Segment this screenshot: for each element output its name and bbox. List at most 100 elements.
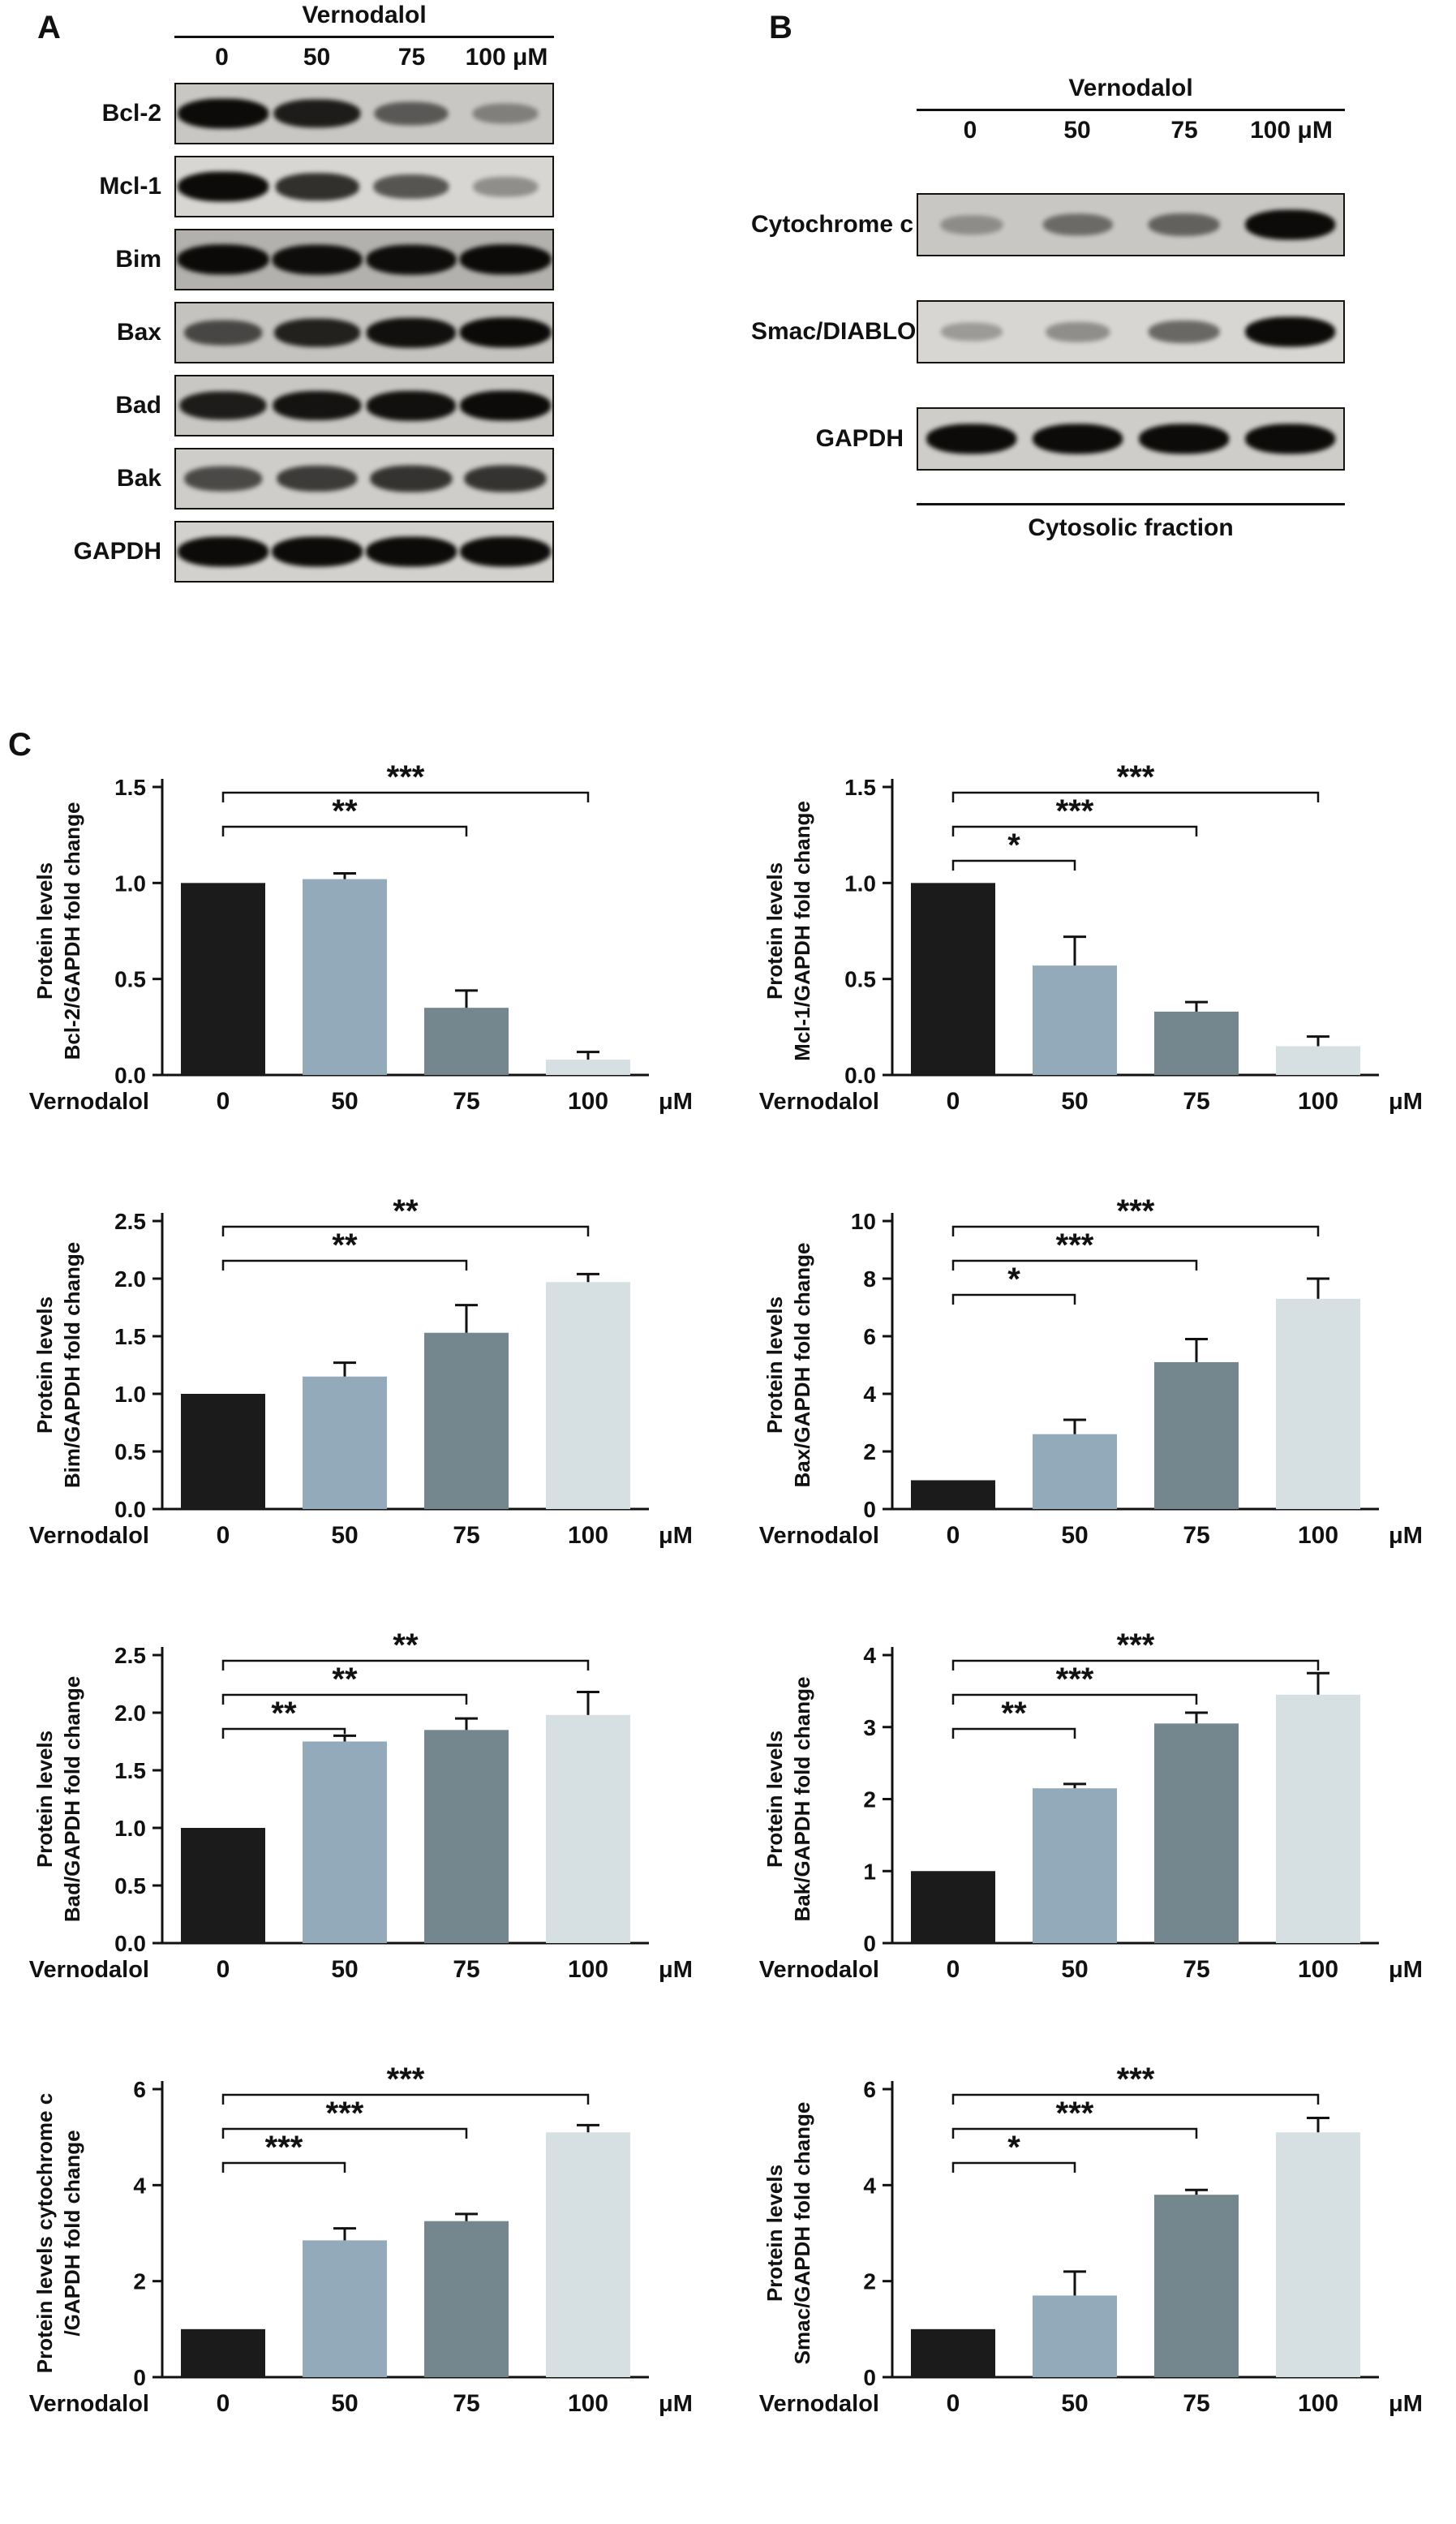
dose-label: 50 (1063, 117, 1091, 144)
x-tick-label: 0 (217, 1522, 230, 1549)
significance-bracket (221, 2127, 468, 2139)
y-tick-label: 2 (863, 2269, 876, 2294)
x-tick-label: 75 (1183, 1956, 1209, 1983)
x-tick-label: 100 (1298, 1956, 1338, 1983)
significance-bracket (951, 1727, 1076, 1739)
blot-row: Bim (0, 229, 554, 290)
y-tick-label: 4 (133, 2173, 146, 2198)
y-tick-label: 2.5 (114, 1209, 146, 1234)
x-tick-label: 75 (1183, 1088, 1209, 1115)
y-tick-label: 0.5 (114, 1873, 146, 1898)
bar (911, 883, 995, 1075)
significance-stars: * (1007, 1262, 1020, 1297)
bar (1276, 2132, 1360, 2377)
significance-bracket (221, 1259, 468, 1271)
x-axis-title: Vernodalol (759, 2391, 879, 2417)
blot-row: Bax (0, 302, 554, 363)
y-tick-label: 4 (863, 1643, 876, 1668)
blot-band (273, 390, 362, 421)
chart-smac: Protein levels Smac/GAPDH fold change 0 2 4 6… (754, 2053, 1428, 2458)
significance-bracket (951, 1659, 1320, 1670)
bar (546, 2132, 630, 2377)
y-axis-label-line2: Bim/GAPDH fold change (60, 1242, 84, 1488)
significance-stars: *** (1056, 1228, 1094, 1263)
significance-stars: *** (387, 759, 425, 795)
panel-b-dose-row: 0 50 75 100 μM (917, 117, 1345, 144)
y-tick-label: 1.0 (114, 1382, 146, 1407)
y-axis-label-line1: Protein levels (762, 862, 787, 1000)
x-axis-unit: μM (1389, 1957, 1423, 1983)
y-tick-label: 10 (851, 1209, 876, 1234)
blot-band (1042, 213, 1113, 236)
x-axis-unit: μM (659, 1089, 693, 1115)
bar-chart: Protein levels Bax/GAPDH fold change 0 2 4 6 8… (759, 1193, 1423, 1549)
bar-chart: Protein levels Bim/GAPDH fold change 0.0 0.… (29, 1193, 693, 1549)
blot-band (926, 424, 1017, 454)
blot-box (917, 407, 1345, 471)
panel-a-dose-row: 0 50 75 100 μM (174, 44, 554, 71)
blot-row-label: Bcl-2 (101, 100, 161, 127)
bar (911, 1480, 995, 1509)
y-tick-label: 1.0 (114, 1816, 146, 1841)
significance-bracket (951, 791, 1320, 802)
significance-stars: ** (332, 793, 358, 829)
bar (303, 1376, 387, 1509)
significance-stars: ** (393, 1193, 419, 1229)
y-tick-label: 8 (863, 1266, 876, 1292)
blot-box (174, 448, 554, 510)
y-tick-label: 1.5 (114, 1324, 146, 1349)
x-tick-label: 50 (1061, 1522, 1088, 1549)
x-axis-title: Vernodalol (29, 1523, 149, 1549)
blot-row: GAPDH (0, 521, 554, 583)
significance-bracket (221, 825, 468, 836)
significance-bracket (221, 1225, 590, 1236)
y-tick-label: 1.0 (844, 871, 876, 896)
y-tick-label: 0.5 (844, 967, 876, 992)
significance-bracket (951, 1693, 1198, 1705)
blot-box (174, 156, 554, 217)
x-tick-label: 75 (1183, 2390, 1209, 2417)
blot-band (1138, 424, 1230, 454)
x-axis-unit: μM (659, 2391, 693, 2417)
y-axis-label-line2: /GAPDH fold change (60, 2130, 84, 2336)
significance-stars: * (1007, 2130, 1020, 2165)
significance-stars: ** (271, 1696, 297, 1731)
significance-bracket (951, 2161, 1076, 2173)
bar (303, 1741, 387, 1943)
bar (546, 1060, 630, 1075)
x-tick-label: 100 (1298, 1088, 1338, 1115)
significance-stars: *** (1056, 2096, 1094, 2131)
blot-band (473, 176, 538, 197)
significance-stars: *** (1117, 2062, 1155, 2097)
blot-band (178, 536, 268, 567)
blot-band (184, 466, 262, 492)
x-tick-label: 75 (453, 1956, 479, 1983)
blot-band (464, 465, 547, 492)
y-tick-label: 0 (863, 2365, 876, 2390)
blot-band (459, 244, 552, 275)
y-tick-label: 2.0 (114, 1701, 146, 1726)
y-tick-label: 2 (133, 2269, 146, 2294)
y-tick-label: 1.5 (114, 775, 146, 800)
chart-bak: Protein levels Bak/GAPDH fold change 0 1 2 3 4… (754, 1619, 1428, 2024)
y-tick-label: 0.0 (844, 1063, 876, 1088)
significance-stars: *** (1117, 759, 1155, 795)
blot-band (178, 98, 268, 129)
blot-row-label: GAPDH (73, 538, 161, 565)
y-axis-label-line1: Protein levels (762, 1296, 787, 1434)
significance-stars: ** (332, 1228, 358, 1263)
significance-stars: *** (1056, 793, 1094, 829)
blot-band (366, 317, 457, 348)
blot-box (174, 83, 554, 144)
bar-chart: Protein levels Bcl-2/GAPDH fold change 0.0… (29, 759, 693, 1115)
bar (424, 1730, 509, 1943)
blot-band (275, 173, 359, 200)
x-axis-title: Vernodalol (29, 1957, 149, 1983)
blot-band (274, 318, 360, 347)
bar (181, 1828, 265, 1943)
x-axis-title: Vernodalol (759, 1089, 879, 1115)
x-axis-title: Vernodalol (29, 2391, 149, 2417)
chart-bcl2: Protein levels Bcl-2/GAPDH fold change 0.0… (24, 750, 698, 1156)
significance-bracket (221, 2161, 346, 2173)
y-axis-label-line1: Protein levels cytochrome c (32, 2093, 57, 2373)
